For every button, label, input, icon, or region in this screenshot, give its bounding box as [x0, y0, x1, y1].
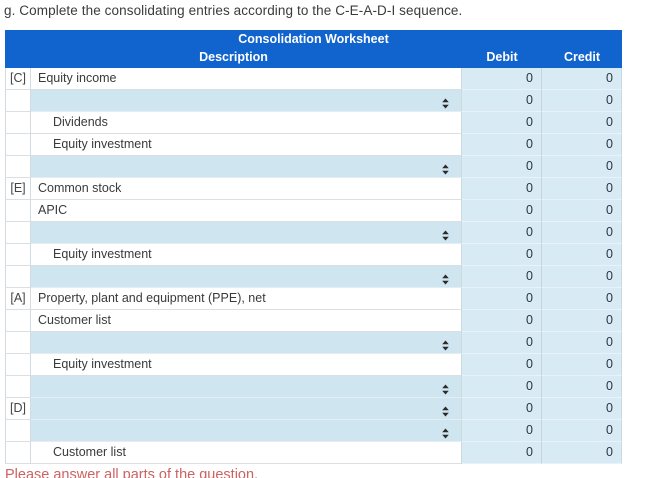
- description-cell: Customer list: [31, 310, 462, 332]
- debit-cell[interactable]: 0: [462, 354, 542, 376]
- updown-arrows-icon: [441, 271, 450, 287]
- account-select-dropdown[interactable]: [31, 90, 462, 112]
- consolidation-worksheet-table: Consolidation Worksheet Description Debi…: [5, 30, 622, 464]
- credit-cell[interactable]: 0: [542, 420, 622, 442]
- debit-cell[interactable]: 0: [462, 112, 542, 134]
- debit-cell[interactable]: 0: [462, 376, 542, 398]
- instruction-text: g. Complete the consolidating entries ac…: [4, 3, 463, 18]
- row-entry-label: [5, 354, 31, 376]
- credit-cell[interactable]: 0: [542, 332, 622, 354]
- debit-cell[interactable]: 0: [462, 178, 542, 200]
- debit-cell[interactable]: 0: [462, 200, 542, 222]
- updown-arrows-icon: [441, 227, 450, 243]
- credit-cell[interactable]: 0: [542, 156, 622, 178]
- row-entry-label: [5, 266, 31, 288]
- row-entry-label: [5, 420, 31, 442]
- credit-cell[interactable]: 0: [542, 310, 622, 332]
- description-text: Property, plant and equipment (PPE), net: [38, 291, 266, 305]
- account-select-dropdown[interactable]: [31, 420, 462, 442]
- row-entry-label: [D]: [5, 398, 31, 420]
- row-entry-label: [5, 112, 31, 134]
- description-cell: Common stock: [31, 178, 462, 200]
- answer-all-parts-warning: Please answer all parts of the question.: [5, 467, 259, 478]
- row-entry-label: [5, 134, 31, 156]
- description-text: Equity investment: [53, 357, 152, 371]
- debit-cell[interactable]: 0: [462, 310, 542, 332]
- row-entry-label: [5, 310, 31, 332]
- credit-cell[interactable]: 0: [542, 112, 622, 134]
- debit-cell[interactable]: 0: [462, 332, 542, 354]
- row-entry-label: [5, 200, 31, 222]
- debit-cell[interactable]: 0: [462, 398, 542, 420]
- credit-cell[interactable]: 0: [542, 178, 622, 200]
- row-entry-label: [5, 442, 31, 464]
- account-select-dropdown[interactable]: [31, 376, 462, 398]
- table-title: Consolidation Worksheet: [5, 30, 622, 48]
- description-text: Customer list: [53, 445, 126, 459]
- debit-cell[interactable]: 0: [462, 266, 542, 288]
- debit-cell[interactable]: 0: [462, 420, 542, 442]
- description-text: Customer list: [38, 313, 111, 327]
- updown-arrows-icon: [441, 95, 450, 111]
- column-header-description: Description: [5, 48, 462, 68]
- account-select-dropdown[interactable]: [31, 398, 462, 420]
- description-text: Equity income: [38, 71, 117, 85]
- account-select-dropdown[interactable]: [31, 222, 462, 244]
- row-entry-label: [A]: [5, 288, 31, 310]
- description-text: Equity investment: [53, 137, 152, 151]
- description-cell: Dividends: [31, 112, 462, 134]
- description-cell: Equity investment: [31, 244, 462, 266]
- debit-cell[interactable]: 0: [462, 68, 542, 90]
- updown-arrows-icon: [441, 337, 450, 353]
- description-cell: APIC: [31, 200, 462, 222]
- description-text: Equity investment: [53, 247, 152, 261]
- description-cell: Equity income: [31, 68, 462, 90]
- account-select-dropdown[interactable]: [31, 332, 462, 354]
- row-entry-label: [5, 376, 31, 398]
- credit-cell[interactable]: 0: [542, 398, 622, 420]
- credit-cell[interactable]: 0: [542, 442, 622, 464]
- updown-arrows-icon: [441, 161, 450, 177]
- description-cell: Equity investment: [31, 354, 462, 376]
- row-entry-label: [5, 222, 31, 244]
- description-cell: Equity investment: [31, 134, 462, 156]
- description-text: APIC: [38, 203, 68, 217]
- credit-cell[interactable]: 0: [542, 200, 622, 222]
- debit-cell[interactable]: 0: [462, 134, 542, 156]
- credit-cell[interactable]: 0: [542, 266, 622, 288]
- updown-arrows-icon: [441, 425, 450, 441]
- debit-cell[interactable]: 0: [462, 244, 542, 266]
- debit-cell[interactable]: 0: [462, 156, 542, 178]
- credit-cell[interactable]: 0: [542, 244, 622, 266]
- credit-cell[interactable]: 0: [542, 68, 622, 90]
- debit-cell[interactable]: 0: [462, 442, 542, 464]
- updown-arrows-icon: [441, 403, 450, 419]
- account-select-dropdown[interactable]: [31, 266, 462, 288]
- credit-cell[interactable]: 0: [542, 288, 622, 310]
- credit-cell[interactable]: 0: [542, 90, 622, 112]
- updown-arrows-icon: [441, 381, 450, 397]
- credit-cell[interactable]: 0: [542, 222, 622, 244]
- credit-cell[interactable]: 0: [542, 134, 622, 156]
- row-entry-label: [5, 90, 31, 112]
- debit-cell[interactable]: 0: [462, 222, 542, 244]
- credit-cell[interactable]: 0: [542, 376, 622, 398]
- account-select-dropdown[interactable]: [31, 156, 462, 178]
- description-cell: Customer list: [31, 442, 462, 464]
- row-entry-label: [5, 332, 31, 354]
- credit-cell[interactable]: 0: [542, 354, 622, 376]
- description-text: Dividends: [53, 115, 108, 129]
- description-cell: Property, plant and equipment (PPE), net: [31, 288, 462, 310]
- description-text: Common stock: [38, 181, 122, 195]
- column-header-debit: Debit: [462, 48, 542, 68]
- row-entry-label: [C]: [5, 68, 31, 90]
- row-entry-label: [E]: [5, 178, 31, 200]
- row-entry-label: [5, 156, 31, 178]
- row-entry-label: [5, 244, 31, 266]
- column-header-credit: Credit: [542, 48, 622, 68]
- debit-cell[interactable]: 0: [462, 288, 542, 310]
- debit-cell[interactable]: 0: [462, 90, 542, 112]
